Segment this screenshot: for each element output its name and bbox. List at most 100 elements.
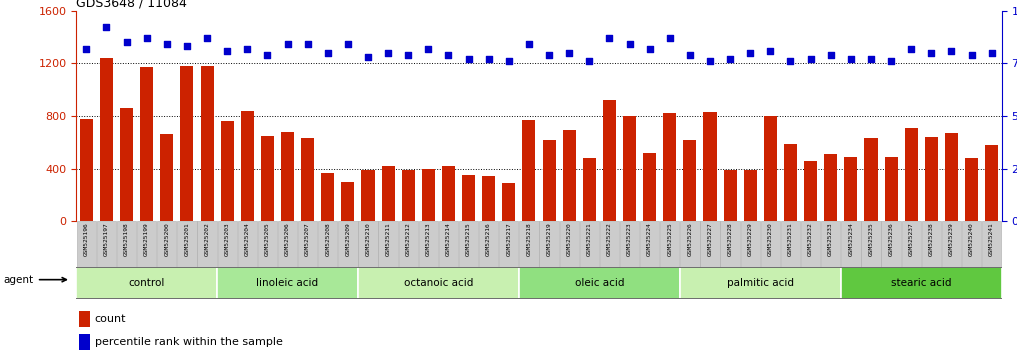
Bar: [761, 221, 780, 267]
Bar: [704, 112, 717, 221]
Point: [782, 58, 798, 64]
Text: GSM525221: GSM525221: [587, 223, 592, 256]
Point: [702, 58, 718, 64]
Bar: [520, 221, 539, 267]
Bar: [278, 221, 297, 267]
Bar: [844, 157, 857, 221]
Point: [581, 58, 597, 64]
Bar: [542, 139, 555, 221]
Bar: [361, 170, 374, 221]
Text: GSM525241: GSM525241: [990, 223, 995, 256]
Text: GSM525216: GSM525216: [486, 223, 491, 256]
Text: GSM525206: GSM525206: [285, 223, 290, 256]
Bar: [663, 113, 676, 221]
Point: [78, 46, 95, 51]
Bar: [257, 221, 277, 267]
Text: GSM525197: GSM525197: [104, 223, 109, 256]
Bar: [399, 221, 418, 267]
Text: GSM525235: GSM525235: [869, 223, 874, 256]
Point: [763, 48, 779, 53]
Point: [219, 48, 235, 53]
Point: [681, 52, 698, 58]
Bar: [905, 128, 917, 221]
Bar: [158, 221, 177, 267]
Bar: [583, 158, 596, 221]
Bar: [580, 221, 599, 267]
Text: GSM525200: GSM525200: [165, 223, 169, 256]
Bar: [945, 133, 958, 221]
Bar: [298, 221, 317, 267]
Bar: [821, 221, 840, 267]
Text: GSM525215: GSM525215: [466, 223, 471, 256]
Bar: [218, 221, 237, 267]
Point: [541, 52, 557, 58]
Text: GSM525237: GSM525237: [909, 223, 913, 256]
Bar: [197, 221, 217, 267]
Point: [179, 44, 195, 49]
Text: palmitic acid: palmitic acid: [727, 278, 794, 288]
Bar: [683, 139, 697, 221]
Point: [319, 50, 336, 56]
Bar: [623, 116, 636, 221]
Text: GSM525214: GSM525214: [446, 223, 451, 256]
Text: GSM525227: GSM525227: [708, 223, 713, 256]
Bar: [78, 311, 91, 326]
Bar: [679, 267, 841, 299]
Text: GSM525196: GSM525196: [83, 223, 88, 256]
Text: GDS3648 / 11084: GDS3648 / 11084: [76, 0, 187, 10]
Point: [903, 46, 919, 51]
Bar: [221, 121, 234, 221]
Bar: [764, 116, 777, 221]
Bar: [438, 221, 458, 267]
Bar: [523, 120, 536, 221]
Text: GSM525234: GSM525234: [848, 223, 853, 256]
Text: GSM525224: GSM525224: [647, 223, 652, 256]
Text: GSM525228: GSM525228: [727, 223, 732, 256]
Point: [259, 52, 276, 58]
Text: GSM525233: GSM525233: [828, 223, 833, 256]
Point: [500, 58, 517, 64]
Bar: [743, 170, 757, 221]
Bar: [901, 221, 920, 267]
Point: [481, 56, 497, 62]
Text: GSM525236: GSM525236: [889, 223, 894, 256]
Bar: [358, 267, 519, 299]
Text: GSM525231: GSM525231: [788, 223, 793, 256]
Bar: [801, 221, 821, 267]
Point: [280, 41, 296, 47]
Bar: [76, 221, 96, 267]
Text: GSM525204: GSM525204: [245, 223, 250, 256]
Bar: [281, 132, 294, 221]
Bar: [97, 221, 116, 267]
Bar: [864, 138, 878, 221]
Bar: [499, 221, 519, 267]
Bar: [378, 221, 398, 267]
Bar: [559, 221, 579, 267]
Text: GSM525219: GSM525219: [546, 223, 551, 256]
Bar: [117, 221, 136, 267]
Bar: [120, 108, 133, 221]
Bar: [701, 221, 720, 267]
Text: GSM525229: GSM525229: [747, 223, 753, 256]
Point: [561, 50, 578, 56]
Point: [742, 50, 759, 56]
Text: GSM525220: GSM525220: [566, 223, 572, 256]
Bar: [462, 175, 475, 221]
Bar: [342, 182, 354, 221]
Point: [862, 56, 879, 62]
Bar: [381, 166, 395, 221]
Bar: [241, 111, 254, 221]
Bar: [724, 170, 736, 221]
Text: agent: agent: [4, 275, 66, 285]
Text: GSM525218: GSM525218: [527, 223, 532, 256]
Point: [963, 52, 979, 58]
Text: GSM525209: GSM525209: [346, 223, 351, 256]
Point: [400, 52, 416, 58]
Bar: [217, 267, 358, 299]
Text: GSM525201: GSM525201: [184, 223, 189, 256]
Bar: [100, 58, 113, 221]
Point: [823, 52, 839, 58]
Bar: [161, 135, 173, 221]
Bar: [640, 221, 659, 267]
Bar: [519, 267, 679, 299]
